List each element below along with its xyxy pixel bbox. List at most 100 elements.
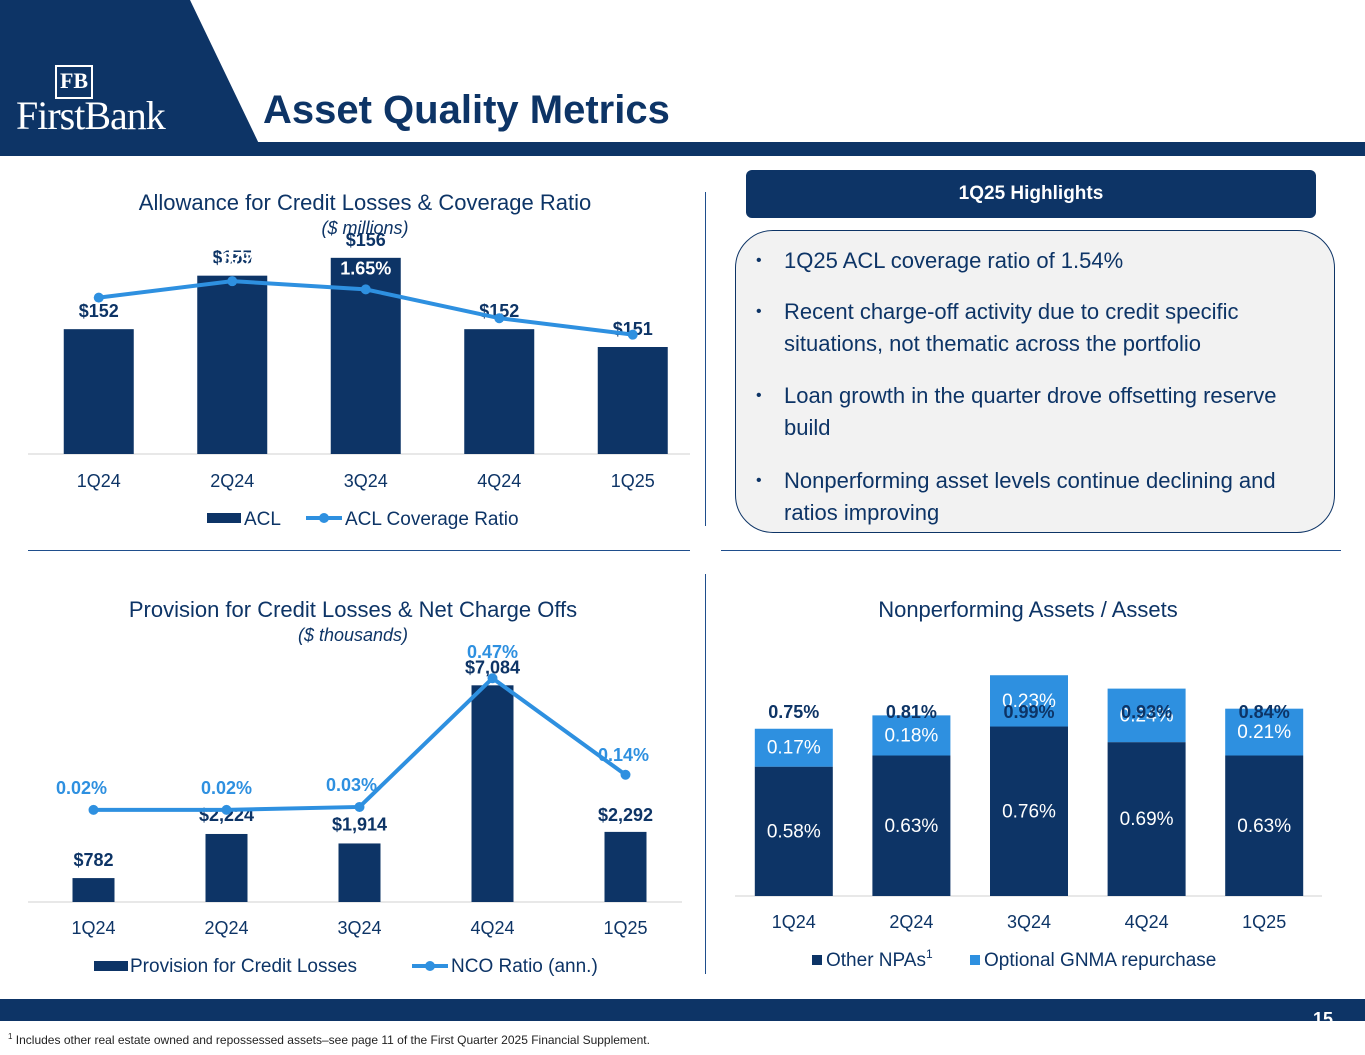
acl-ratio-point	[93, 292, 104, 303]
npa-total-label: 0.99%	[1003, 702, 1054, 722]
npa-other-label: 0.58%	[767, 821, 821, 842]
acl-ratio-label: 1.58%	[474, 287, 525, 307]
acl-bar-label: $155	[212, 248, 252, 268]
provision-bar-label: $1,914	[332, 814, 387, 834]
provision-bar-label: $2,292	[598, 805, 653, 825]
acl-chart: $1521Q24$1552Q24$1563Q24$1524Q24$1511Q25…	[28, 230, 690, 530]
legend-marker-nco	[425, 961, 435, 971]
provision-bar	[72, 878, 115, 902]
npa-bar-other	[1225, 755, 1304, 896]
provision-bar-label: $782	[73, 850, 113, 870]
npa-gnma-label: 0.23%	[1002, 691, 1056, 712]
acl-bar	[63, 329, 134, 454]
legend-swatch-acl	[207, 513, 241, 523]
acl-ratio-point	[227, 276, 238, 287]
legend-swatch-gnma	[970, 955, 980, 965]
acl-x-tick: 1Q25	[611, 471, 655, 491]
npa-bar-gnma	[1225, 708, 1304, 756]
npa-bar-other	[754, 766, 833, 896]
npa-bar-gnma	[872, 715, 951, 756]
acl-x-tick: 4Q24	[477, 471, 521, 491]
npa-x-tick: 3Q24	[1007, 912, 1051, 932]
nco-ratio-label: 0.02%	[201, 778, 252, 798]
legend-swatch-provision	[94, 961, 128, 971]
legend-swatch-other-npas	[812, 955, 822, 965]
divider-vertical-bottom	[705, 574, 706, 974]
nco-ratio-point	[354, 801, 365, 812]
acl-ratio-label: 1.67%	[207, 249, 258, 269]
npa-gnma-label: 0.17%	[767, 738, 821, 759]
provision-bar	[604, 831, 647, 902]
npa-total-label: 0.81%	[886, 702, 937, 722]
page-number: 15	[1312, 1009, 1333, 1029]
provision-chart-title: Provision for Credit Losses & Net Charge…	[128, 597, 578, 622]
nco-ratio-point	[620, 769, 631, 780]
nco-ratio-label: 0.47%	[467, 642, 518, 662]
nco-ratio-point	[221, 804, 232, 815]
provision-chart-subtitle: ($ thousands)	[297, 625, 409, 645]
divider-horizontal-right	[721, 550, 1341, 551]
acl-bar	[597, 347, 668, 454]
highlights-header: 1Q25 Highlights	[746, 170, 1316, 218]
bullet: •	[756, 252, 762, 269]
npa-bar-gnma	[990, 675, 1068, 727]
highlight-text: Nonperforming asset levels continue decl…	[784, 468, 1276, 525]
provision-x-tick: 3Q24	[337, 918, 381, 938]
acl-ratio-label: 1.63%	[73, 266, 124, 286]
footnote: 1 Includes other real estate owned and r…	[8, 1032, 650, 1047]
npa-total-label: 0.84%	[1239, 702, 1290, 722]
nco-ratio-label: 0.03%	[326, 775, 377, 795]
provision-x-tick: 4Q24	[470, 918, 514, 938]
npa-other-label: 0.63%	[884, 816, 938, 837]
divider-horizontal-left	[28, 550, 690, 551]
nco-ratio-point	[88, 804, 99, 815]
provision-bar-label: $7,084	[465, 657, 520, 677]
npa-bar-gnma	[1107, 688, 1186, 743]
acl-bar	[464, 329, 535, 454]
highlights-box: • 1Q25 ACL coverage ratio of 1.54% • Rec…	[735, 230, 1335, 533]
divider-vertical-top	[705, 192, 706, 526]
acl-chart-subtitle: ($ millions)	[321, 218, 409, 238]
provision-x-tick: 1Q25	[603, 918, 647, 938]
acl-x-tick: 2Q24	[210, 471, 254, 491]
nco-ratio-label: 0.02%	[56, 778, 107, 798]
acl-bar-label: $152	[79, 301, 119, 321]
provision-bar	[338, 843, 381, 902]
npa-other-label: 0.76%	[1002, 801, 1056, 822]
provision-bar	[471, 685, 514, 902]
legend-label-acl-coverage: ACL Coverage Ratio	[345, 509, 519, 530]
legend-label-gnma: Optional GNMA repurchase	[984, 950, 1216, 971]
npa-bar-other	[990, 726, 1068, 896]
provision-x-tick: 2Q24	[204, 918, 248, 938]
footnote-text: Includes other real estate owned and rep…	[12, 1033, 650, 1047]
provision-x-tick: 1Q24	[71, 918, 115, 938]
legend-superscript: 1	[926, 947, 933, 961]
npa-x-tick: 4Q24	[1125, 912, 1169, 932]
logo-monogram: FB	[59, 68, 89, 93]
legend-label-nco: NCO Ratio (ann.)	[451, 956, 598, 977]
npa-total-label: 0.93%	[1121, 702, 1172, 722]
legend-label-acl: ACL	[244, 509, 281, 530]
nco-ratio-point	[487, 673, 498, 684]
highlight-text: Recent charge-off activity due to credit…	[784, 299, 1239, 356]
npa-bar-gnma	[754, 728, 833, 767]
acl-ratio-point	[494, 313, 505, 324]
npa-gnma-label: 0.21%	[1237, 722, 1291, 743]
header-band	[0, 0, 1365, 156]
npa-bar-other	[872, 755, 951, 896]
npa-gnma-label: 0.24%	[1120, 705, 1174, 726]
nco-ratio-label: 0.14%	[598, 745, 649, 765]
legend-label-other-npas: Other NPAs1	[826, 947, 933, 971]
npa-x-tick: 1Q25	[1242, 912, 1286, 932]
npa-bar-other	[1107, 742, 1186, 896]
acl-ratio-label: 1.54%	[607, 304, 658, 324]
highlight-text: 1Q25 ACL coverage ratio of 1.54%	[784, 248, 1124, 273]
npa-chart-title: Nonperforming Assets / Assets	[878, 597, 1178, 622]
npa-other-label: 0.63%	[1237, 816, 1291, 837]
npa-total-label: 0.75%	[768, 702, 819, 722]
acl-ratio-label: 1.65%	[340, 258, 391, 278]
acl-x-tick: 3Q24	[344, 471, 388, 491]
acl-bar	[197, 275, 268, 454]
bullet: •	[756, 387, 762, 404]
acl-bar-label: $156	[346, 230, 386, 250]
